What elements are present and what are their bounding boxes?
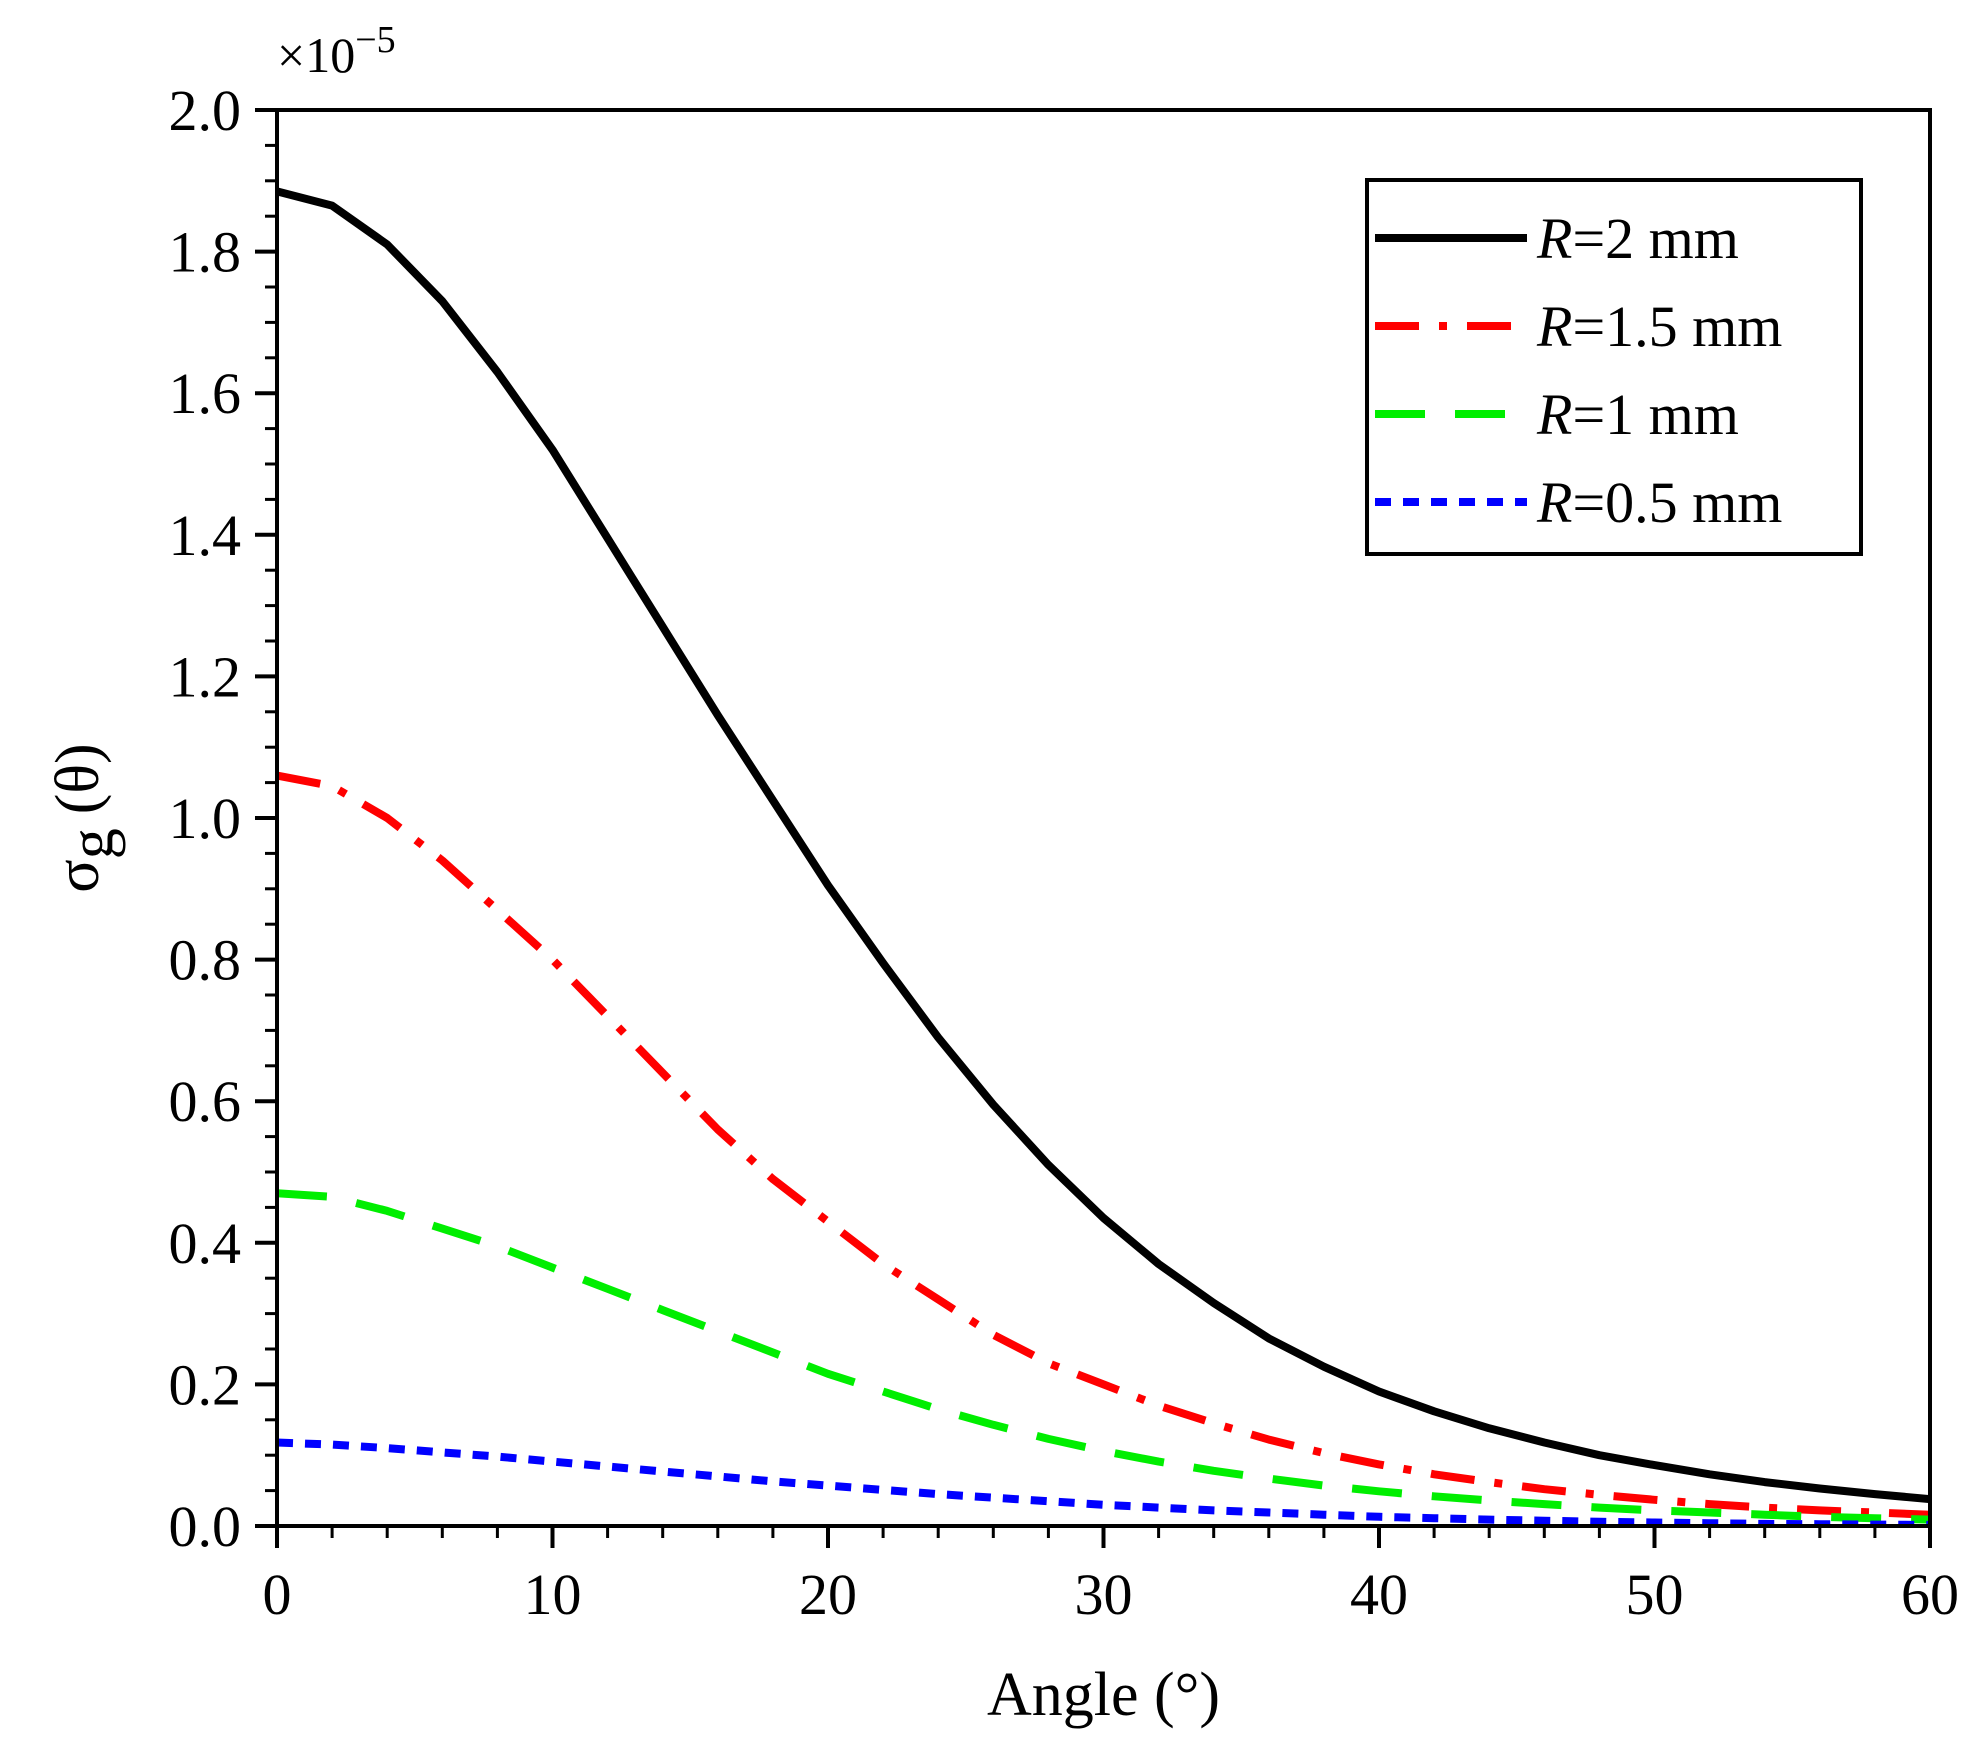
y-tick-label: 0.4 — [169, 1211, 242, 1276]
y-tick-label: 0.8 — [169, 928, 242, 993]
series-layer — [277, 187, 1930, 1526]
legend-label-variable: R — [1536, 470, 1572, 535]
labels-layer: 0 10 20 30 40 50 60 0.0 0.2 0.4 0.6 0.8 1.0 1.2 1.4 1.6… — [169, 78, 1960, 1627]
legend-label-3: R=0.5 mm — [1536, 470, 1782, 535]
x-axis-title: Angle (°) — [987, 1661, 1220, 1729]
legend-label-0: R=2 mm — [1536, 206, 1739, 271]
series-line-3 — [277, 1438, 1930, 1526]
legend-label-variable: R — [1536, 206, 1572, 271]
series-line-1 — [277, 771, 1930, 1519]
legend-label-value: =0.5 mm — [1572, 470, 1782, 535]
y-axis-title-argument: (θ) — [44, 743, 112, 814]
x-tick-label: 20 — [799, 1562, 857, 1627]
y-tick-label: 1.8 — [169, 220, 242, 285]
x-tick-label: 60 — [1901, 1562, 1959, 1627]
legend-label-variable: R — [1536, 382, 1572, 447]
legend-label-value: =1.5 mm — [1572, 294, 1782, 359]
y-tick-label: 1.6 — [169, 361, 242, 426]
ticks-layer — [255, 108, 1932, 1548]
legend-label-value: =2 mm — [1572, 206, 1738, 271]
x-tick-label: 10 — [524, 1562, 582, 1627]
x-tick-label: 0 — [263, 1562, 292, 1627]
y-exponent-base: ×10 — [277, 27, 355, 83]
legend: R=2 mmR=1.5 mmR=1 mmR=0.5 mm — [1365, 178, 1863, 556]
legend-box — [1365, 178, 1863, 556]
y-axis-title-symbol: σ — [44, 859, 112, 892]
legend-label-1: R=1.5 mm — [1536, 294, 1782, 359]
y-tick-label: 1.2 — [169, 644, 242, 709]
y-tick-label: 0.2 — [169, 1352, 242, 1417]
y-tick-label: 1.4 — [169, 503, 242, 568]
y-tick-label: 0.6 — [169, 1069, 242, 1134]
y-axis-title: σg (θ) — [44, 743, 126, 892]
x-tick-label: 30 — [1075, 1562, 1133, 1627]
y-axis-title-subscript: g — [58, 828, 126, 859]
y-tick-label: 2.0 — [169, 78, 242, 143]
series-line-0 — [277, 187, 1930, 1504]
y-exponent-label: ×10−5 — [277, 19, 396, 83]
y-exponent-power: −5 — [355, 19, 395, 61]
y-tick-label: 1.0 — [169, 786, 242, 851]
legend-items: R=2 mmR=1.5 mmR=1 mmR=0.5 mm — [1375, 206, 1782, 535]
legend-label-2: R=1 mm — [1536, 382, 1739, 447]
legend-label-value: =1 mm — [1572, 382, 1738, 447]
y-tick-label: 0.0 — [169, 1494, 242, 1559]
legend-label-variable: R — [1536, 294, 1572, 359]
x-tick-label: 50 — [1626, 1562, 1684, 1627]
series-line-2 — [277, 1189, 1930, 1524]
x-tick-label: 40 — [1350, 1562, 1408, 1627]
